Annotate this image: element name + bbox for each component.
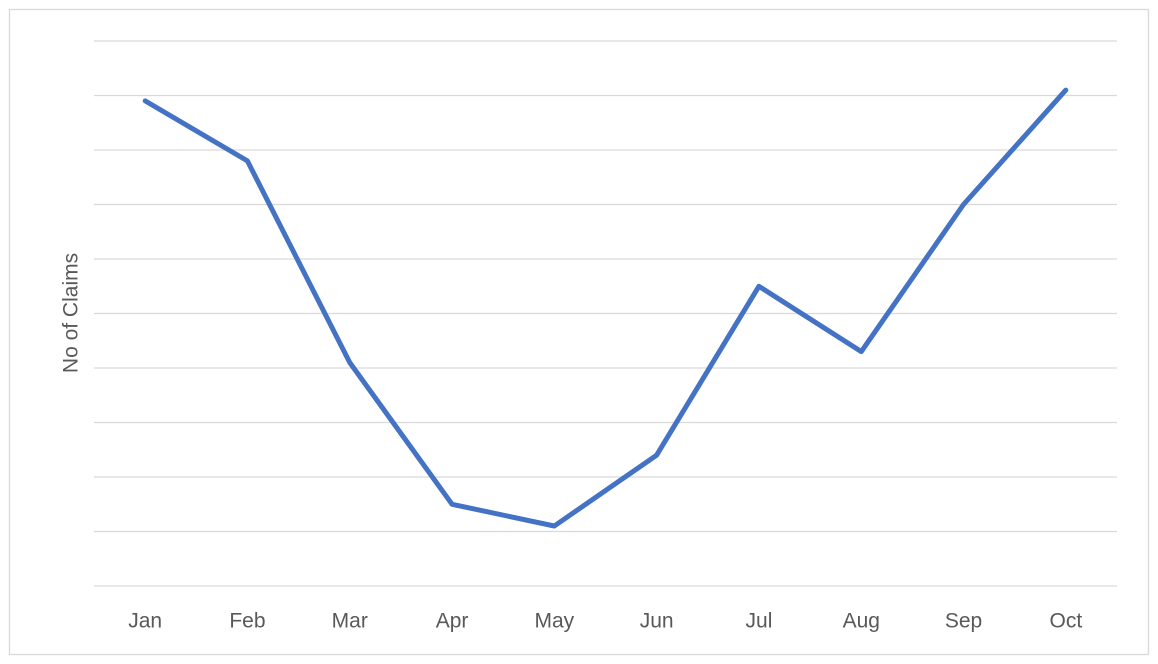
x-tick-label: Apr [436,610,469,633]
x-tick-label: Jan [128,610,162,633]
x-tick-label: Oct [1050,610,1083,633]
x-tick-label: Aug [843,610,880,633]
data-line [142,87,1069,529]
x-tick-label: Mar [332,610,368,633]
x-tick-label: Sep [945,610,982,633]
x-tick-label: Feb [229,610,265,633]
y-axis-label: No of Claims [60,253,83,373]
x-tick-label: Jun [640,610,674,633]
chart-frame [8,8,1150,656]
x-tick-label: Jul [746,610,773,633]
x-tick-label: May [535,610,575,633]
